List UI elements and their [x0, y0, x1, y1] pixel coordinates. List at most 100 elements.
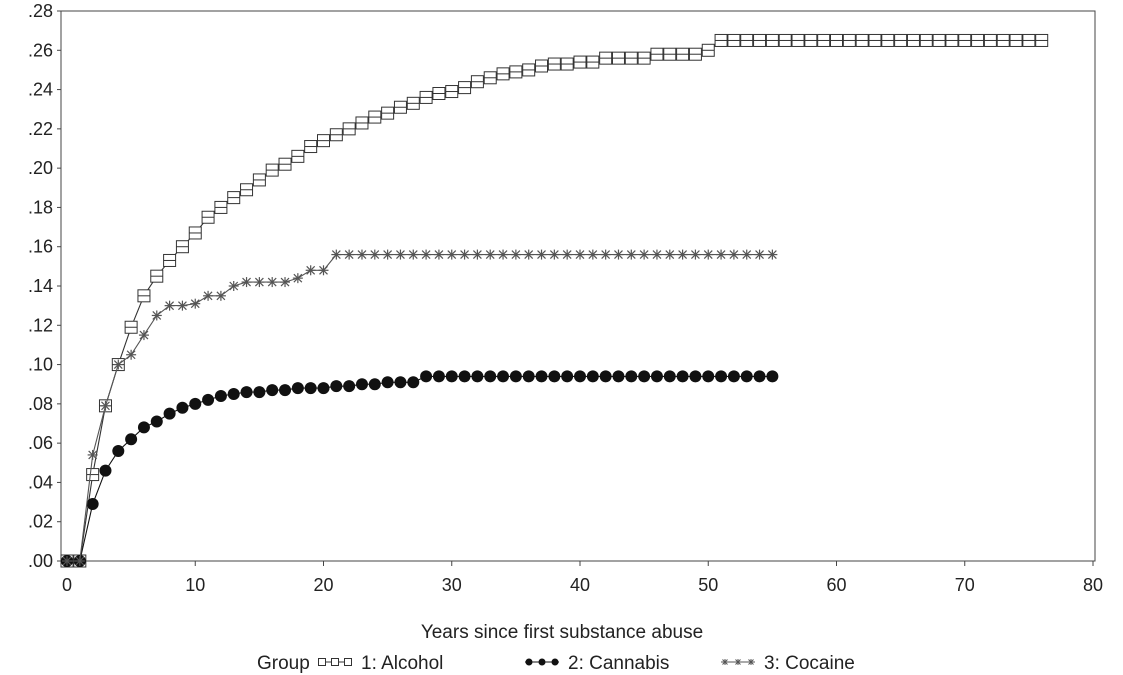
data-point — [586, 55, 600, 69]
data-point — [355, 378, 368, 391]
data-point — [62, 556, 72, 566]
data-point — [291, 382, 304, 395]
data-point — [804, 33, 818, 47]
data-point — [381, 106, 395, 120]
data-point — [855, 33, 869, 47]
data-point — [906, 33, 920, 47]
data-point — [99, 464, 112, 477]
data-point — [510, 249, 521, 260]
y-tick-label: .12 — [28, 315, 53, 335]
series-1 — [60, 33, 1049, 568]
data-point — [356, 249, 367, 260]
y-tick-label: .26 — [28, 40, 53, 60]
y-tick-label: .06 — [28, 433, 53, 453]
data-point — [625, 370, 638, 383]
legend-marker — [525, 658, 533, 666]
data-point — [395, 249, 406, 260]
data-point — [574, 370, 586, 383]
y-tick-label: .20 — [28, 158, 53, 178]
legend-marker — [722, 659, 728, 665]
data-point — [459, 249, 470, 260]
data-point — [305, 265, 316, 276]
x-tick-label: 70 — [955, 575, 975, 595]
data-point — [252, 173, 266, 187]
data-point — [701, 43, 715, 57]
data-point — [240, 386, 253, 399]
data-point — [688, 47, 702, 61]
data-point — [509, 370, 522, 383]
y-tick-label: .08 — [28, 394, 53, 414]
data-point — [124, 320, 138, 334]
legend-marker — [331, 658, 339, 666]
data-point — [547, 57, 561, 71]
data-point — [522, 370, 535, 383]
series-line — [67, 254, 773, 562]
y-tick-label: .16 — [28, 237, 53, 257]
x-tick-label: 40 — [570, 575, 590, 595]
data-point — [471, 370, 484, 383]
data-point — [202, 393, 215, 406]
data-point — [419, 90, 433, 104]
data-point — [817, 33, 831, 47]
data-point — [651, 249, 662, 260]
data-point — [164, 300, 175, 311]
data-point — [100, 400, 111, 411]
data-point — [86, 468, 100, 482]
y-tick-label: .24 — [28, 80, 53, 100]
data-point — [728, 249, 739, 260]
data-point — [458, 81, 472, 95]
y-tick-label: .18 — [28, 197, 53, 217]
data-point — [639, 249, 650, 260]
y-tick-label: .14 — [28, 276, 53, 296]
data-point — [703, 249, 714, 260]
data-point — [611, 51, 625, 65]
data-point — [420, 370, 433, 383]
data-point — [536, 249, 547, 260]
data-point — [650, 47, 664, 61]
data-point — [280, 277, 291, 288]
x-tick-label: 0 — [62, 575, 72, 595]
data-point — [702, 370, 715, 383]
series-line — [67, 39, 1042, 562]
data-point — [432, 370, 445, 383]
data-point — [587, 249, 598, 260]
x-tick-label: 50 — [698, 575, 718, 595]
x-tick-label: 10 — [185, 575, 205, 595]
data-point — [727, 33, 741, 47]
data-point — [932, 33, 946, 47]
data-point — [485, 249, 496, 260]
data-point — [137, 421, 150, 434]
data-point — [421, 249, 432, 260]
data-point — [254, 277, 265, 288]
data-point — [881, 33, 895, 47]
data-point — [214, 200, 228, 214]
data-point — [151, 310, 162, 321]
data-point — [868, 33, 882, 47]
data-point — [394, 376, 407, 389]
data-point — [150, 269, 164, 283]
data-point — [163, 407, 176, 420]
x-axis-title: Years since first substance abuse — [421, 622, 703, 643]
data-point — [535, 59, 549, 73]
data-point — [484, 370, 497, 383]
data-point — [664, 249, 675, 260]
legend-marker — [344, 658, 352, 666]
data-point — [715, 370, 728, 383]
data-point — [663, 370, 676, 383]
data-point — [408, 249, 419, 260]
data-point — [677, 249, 688, 260]
data-point — [240, 183, 254, 197]
data-point — [765, 33, 779, 47]
data-point — [317, 382, 330, 395]
y-tick-label: .04 — [28, 472, 53, 492]
data-point — [368, 378, 381, 391]
data-point — [433, 249, 444, 260]
data-point — [791, 33, 805, 47]
data-point — [203, 290, 214, 301]
y-tick-label: .10 — [28, 355, 53, 375]
data-point — [241, 277, 252, 288]
x-tick-label: 60 — [826, 575, 846, 595]
data-point — [498, 249, 509, 260]
legend-marker — [735, 659, 741, 665]
